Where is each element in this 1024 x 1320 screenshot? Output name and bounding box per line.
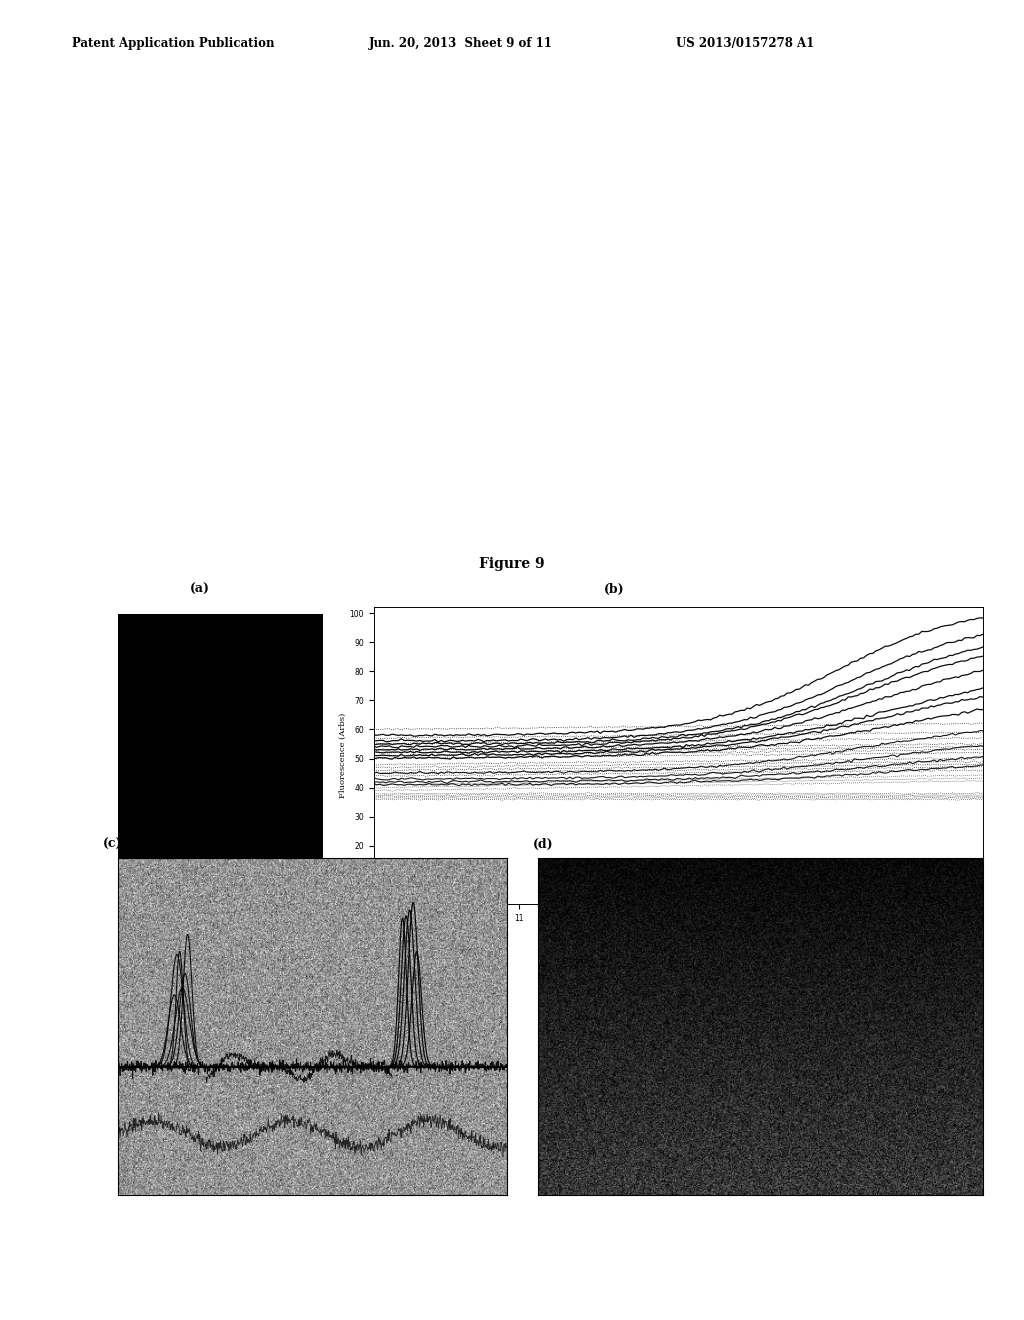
X-axis label: Cycle Number: Cycle Number [645,928,712,937]
Text: US 2013/0157278 A1: US 2013/0157278 A1 [676,37,814,50]
Y-axis label: Fluorescence (Arbs): Fluorescence (Arbs) [339,713,347,799]
Text: Patent Application Publication: Patent Application Publication [72,37,274,50]
Text: Jun. 20, 2013  Sheet 9 of 11: Jun. 20, 2013 Sheet 9 of 11 [369,37,553,50]
Text: (c): (c) [102,838,122,851]
Text: (d): (d) [532,838,553,851]
Text: (a): (a) [189,583,210,597]
Text: (b): (b) [604,583,625,597]
Text: Figure 9: Figure 9 [479,557,545,572]
